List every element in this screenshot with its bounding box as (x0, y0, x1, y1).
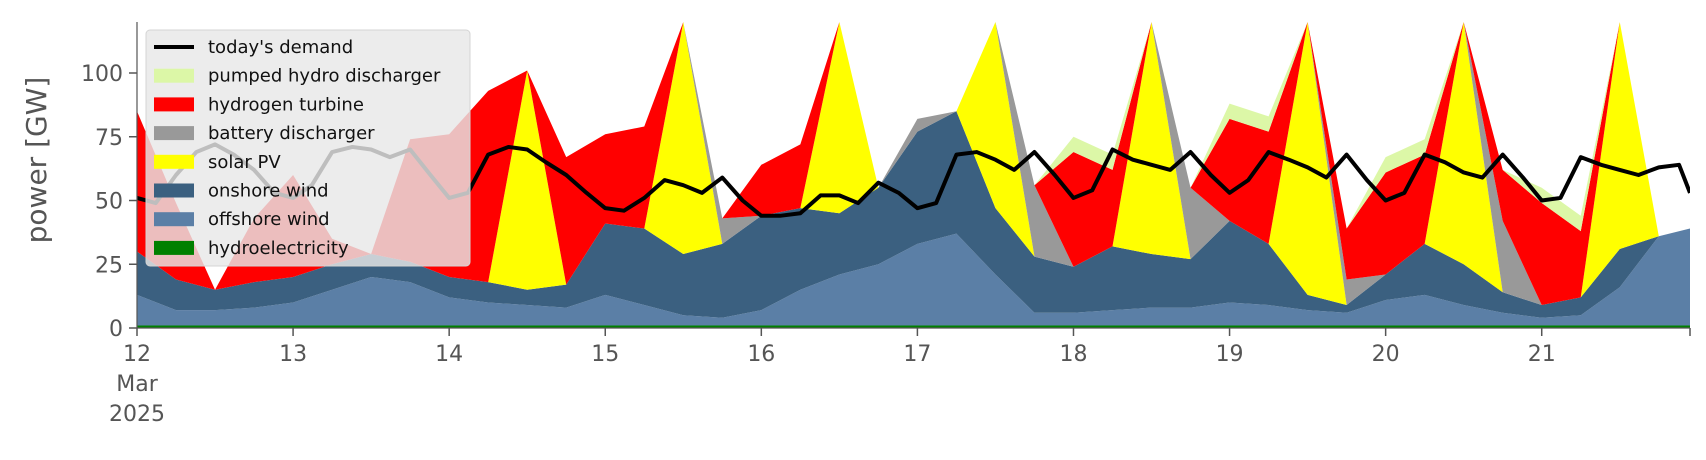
legend-box (145, 29, 471, 267)
y-axis-label: power [GW] (20, 77, 53, 244)
legend-swatch (154, 212, 194, 227)
y-tick-label: 75 (95, 126, 123, 151)
y-tick-label: 0 (109, 317, 123, 342)
x-tick-label: 12 (123, 342, 151, 367)
legend-swatch (154, 240, 194, 255)
x-tick-sublabel: 2025 (109, 402, 165, 427)
legend-entry-label: pumped hydro discharger (208, 66, 441, 87)
y-tick-label: 100 (81, 62, 123, 87)
x-tick-label: 21 (1528, 342, 1556, 367)
area-hydroelectricity (137, 325, 1690, 328)
legend-swatch (154, 154, 194, 169)
legend-entry-label: offshore wind (208, 209, 330, 230)
x-tick-label: 13 (279, 342, 307, 367)
legend: today's demand pumped hydro discharger hyd… (145, 29, 471, 267)
x-tick-label: 18 (1059, 342, 1087, 367)
x-tick-label: 19 (1216, 342, 1244, 367)
x-tick-sublabel: Mar (116, 372, 158, 397)
x-tick-label: 20 (1372, 342, 1400, 367)
legend-swatch (154, 97, 194, 112)
legend-entry-label: hydrogen turbine (208, 94, 364, 115)
x-tick-label: 15 (591, 342, 619, 367)
legend-entry-label: today's demand (208, 37, 353, 58)
x-tick-label: 17 (903, 342, 931, 367)
y-tick-label: 25 (95, 253, 123, 278)
x-tick-label: 14 (435, 342, 463, 367)
y-tick-label: 50 (95, 190, 123, 215)
legend-swatch (154, 126, 194, 141)
area-offshore-wind (137, 228, 1690, 326)
legend-swatch (154, 68, 194, 83)
x-tick-label: 16 (747, 342, 775, 367)
legend-entry-label: solar PV (208, 152, 281, 173)
legend-entry-label: hydroelectricity (208, 238, 349, 259)
legend-entry-label: battery discharger (208, 123, 375, 144)
area-onshore-wind (137, 111, 1690, 318)
legend-entry-label: onshore wind (208, 181, 329, 202)
area-solar-pv (137, 22, 1690, 306)
axes: 0 25 50 75 100 12 Mar 2025 13 14 15 16 17 18 19 20 21 (81, 22, 1691, 427)
legend-swatch (154, 183, 194, 198)
